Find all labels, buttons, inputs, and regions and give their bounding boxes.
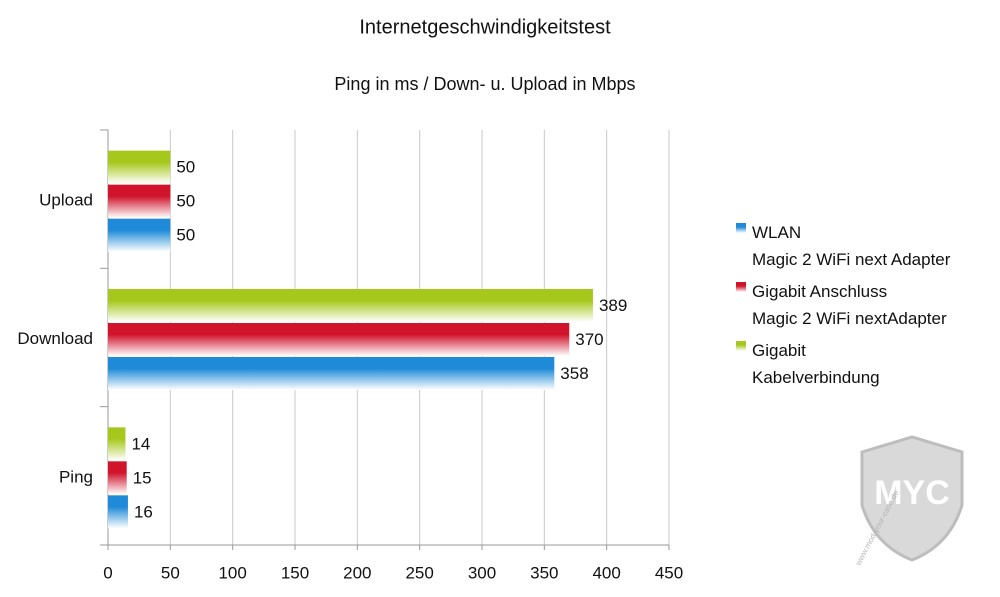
chart-title: Internetgeschwindigkeitstest — [359, 16, 611, 38]
y-tick-label: Ping — [59, 467, 93, 486]
bar — [108, 427, 126, 461]
x-tick-label: 0 — [103, 563, 112, 582]
data-label: 50 — [176, 158, 195, 177]
legend-swatch — [736, 341, 746, 351]
data-label: 50 — [176, 226, 195, 245]
legend-label: Gigabit Anschluss Magic 2 WiFi nextAdapt… — [752, 282, 947, 328]
data-label: 50 — [176, 192, 195, 211]
data-label: 16 — [134, 502, 153, 521]
data-label: 370 — [575, 330, 603, 349]
bar — [108, 323, 570, 356]
x-tick-label: 400 — [592, 563, 620, 582]
x-tick-label: 350 — [530, 563, 558, 582]
x-tick-label: 100 — [218, 563, 246, 582]
bar — [108, 495, 128, 529]
x-tick-label: 450 — [655, 563, 683, 582]
data-label: 15 — [133, 468, 152, 487]
bar — [108, 150, 171, 184]
bar — [108, 461, 127, 495]
y-tick-label: Upload — [39, 191, 93, 210]
bar — [108, 357, 555, 390]
bar — [108, 184, 171, 218]
bar — [108, 289, 593, 322]
x-tick-label: 200 — [343, 563, 371, 582]
bar — [108, 218, 171, 252]
legend-swatch — [736, 282, 746, 292]
x-tick-label: 300 — [468, 563, 496, 582]
data-label: 14 — [131, 434, 150, 453]
watermark-shield — [860, 435, 964, 562]
x-tick-label: 250 — [405, 563, 433, 582]
data-label: 358 — [560, 364, 588, 383]
legend-label: Gigabit Kabelverbindung — [752, 341, 880, 387]
legend-label: WLAN Magic 2 WiFi next Adapter — [752, 223, 951, 269]
x-tick-label: 50 — [161, 563, 180, 582]
watermark: MYC www.mod-your-case.de — [853, 435, 964, 568]
watermark-logo: MYC — [874, 474, 950, 512]
legend-swatch — [736, 223, 746, 233]
x-tick-label: 150 — [281, 563, 309, 582]
data-label: 389 — [599, 296, 627, 315]
chart-subtitle: Ping in ms / Down- u. Upload in Mbps — [334, 74, 635, 94]
y-tick-label: Download — [17, 329, 93, 348]
